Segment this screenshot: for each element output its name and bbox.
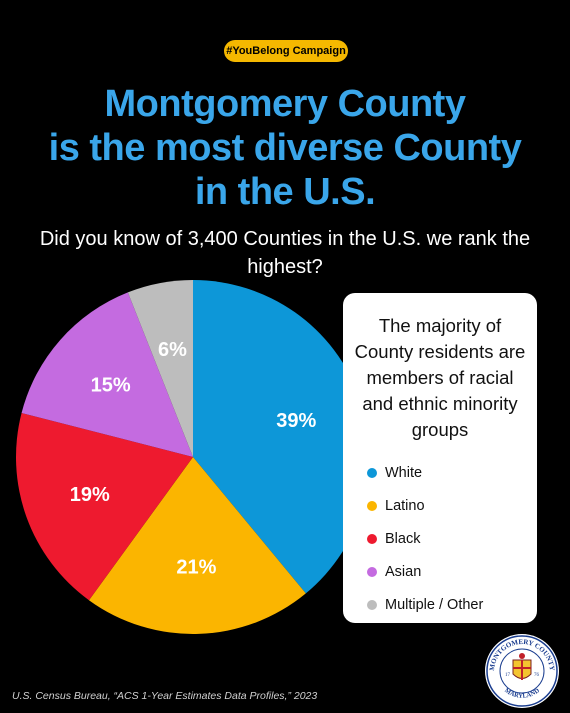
pie-label-latino: 21% — [176, 557, 216, 579]
svg-text:76: 76 — [534, 673, 540, 678]
headline-line-2: is the most diverse County — [48, 127, 522, 169]
legend-label: Black — [385, 530, 421, 547]
pie-chart: 39% 21% 19% 15% 6% — [15, 280, 343, 634]
legend-swatch — [367, 500, 377, 511]
legend-item: Black — [367, 522, 483, 555]
pie-slice-latino — [88, 457, 306, 634]
info-card-text: The majority of County residents are mem… — [354, 315, 526, 440]
pie-label-multiple-other: 6% — [158, 339, 187, 361]
legend-label: White — [385, 464, 423, 481]
county-seal-logo: MONTGOMERY COUNTY MARYLAND 17 76 — [485, 634, 559, 708]
legend-swatch — [367, 566, 377, 577]
legend-label: Multiple / Other — [385, 596, 484, 613]
pie-slice-multiple-other — [127, 280, 193, 457]
legend-item: White — [367, 456, 483, 489]
legend-swatch — [367, 533, 377, 544]
headline: Montgomery County is the most diverse Co… — [0, 82, 570, 214]
pie-slice-asian — [21, 292, 194, 457]
subtitle: Did you know of 3,400 Counties in the U.… — [39, 228, 531, 278]
svg-text:17: 17 — [505, 673, 511, 678]
pie-label-white: 39% — [276, 410, 316, 432]
legend: White Latino Black Asian Multiple / Other — [367, 456, 483, 621]
info-card: The majority of County residents are mem… — [343, 293, 537, 623]
source-citation: U.S. Census Bureau, “ACS 1-Year Estimate… — [12, 690, 318, 702]
headline-line-3: in the U.S. — [194, 171, 376, 213]
pie-label-black: 19% — [70, 484, 110, 506]
legend-item: Asian — [367, 555, 483, 588]
legend-item: Latino — [367, 489, 483, 522]
pie-slice-black — [15, 412, 194, 601]
legend-label: Asian — [385, 563, 422, 580]
legend-swatch — [367, 467, 377, 478]
headline-line-1: Montgomery County — [104, 83, 466, 125]
pie-slice-white — [193, 280, 343, 594]
legend-swatch — [367, 599, 377, 610]
legend-item: Multiple / Other — [367, 588, 483, 621]
legend-label: Latino — [385, 497, 425, 514]
pie-label-asian: 15% — [91, 374, 131, 396]
campaign-tag: #YouBelong Campaign — [224, 40, 348, 62]
